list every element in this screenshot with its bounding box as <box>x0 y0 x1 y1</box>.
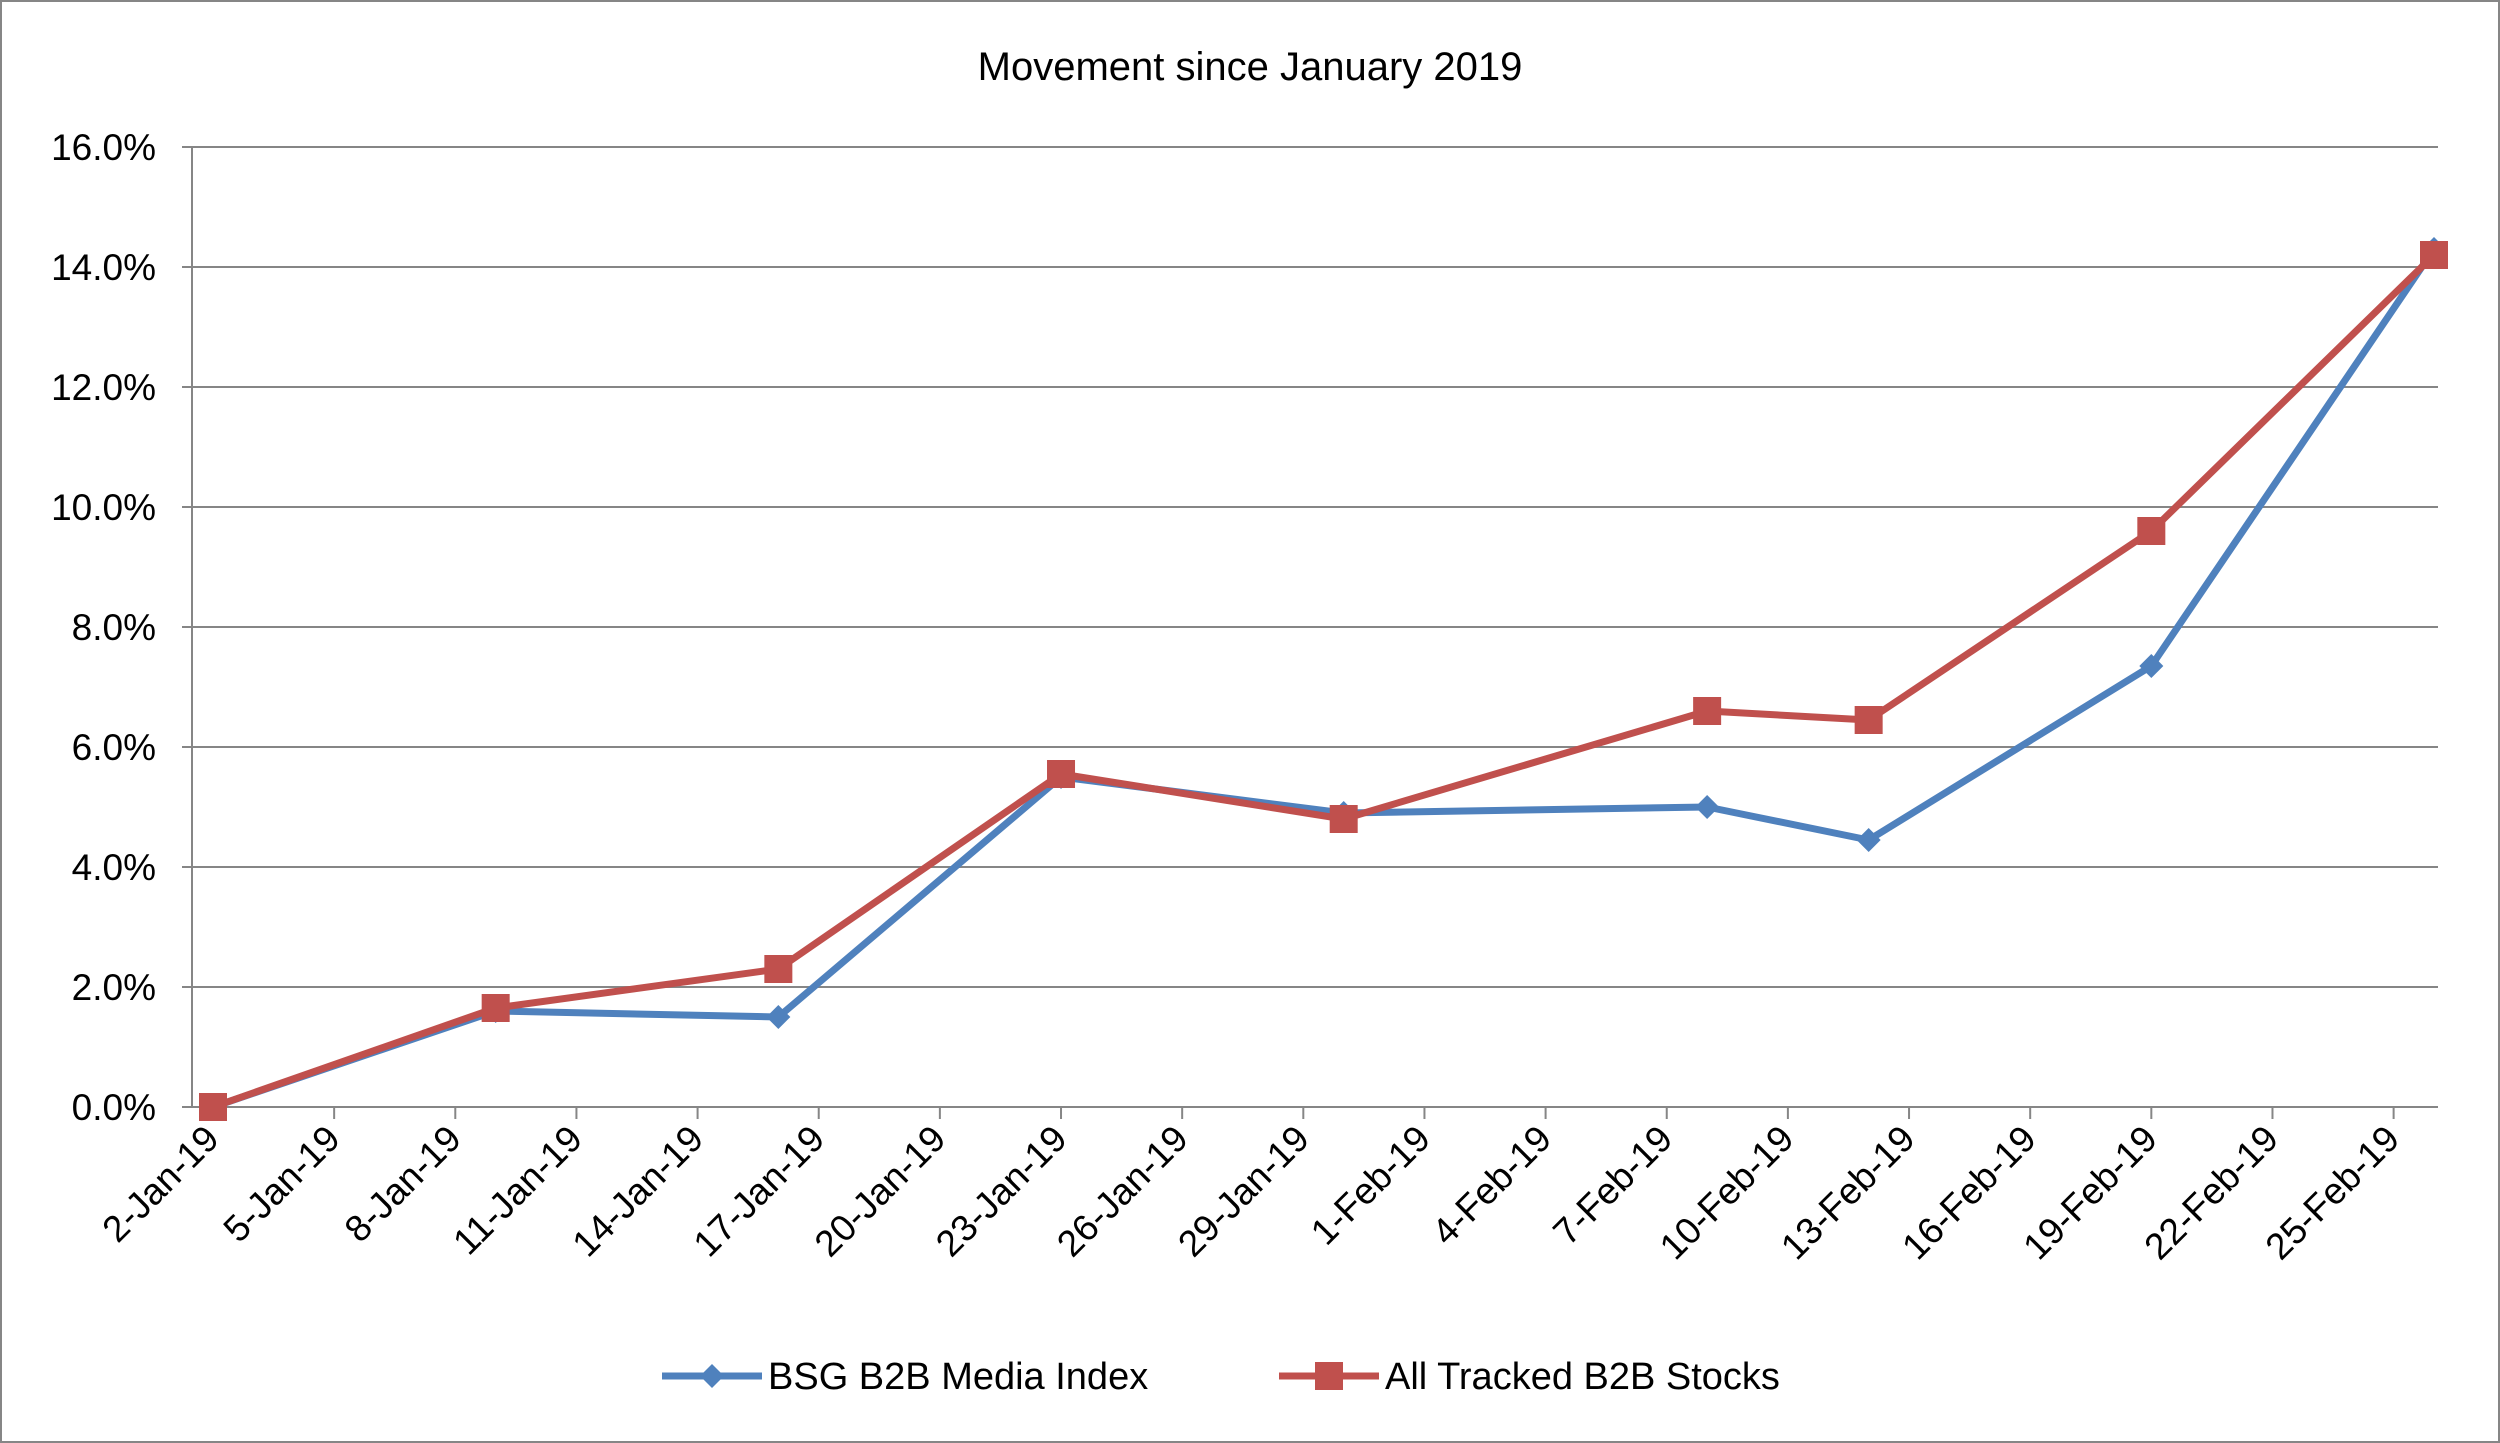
x-tick-label: 20-Jan-19 <box>807 1118 954 1265</box>
data-point-square <box>1693 697 1722 725</box>
x-tick-label: 4-Feb-19 <box>1424 1118 1559 1253</box>
y-tick-label: 4.0% <box>72 847 156 888</box>
axes <box>182 146 2438 1119</box>
data-point-square <box>481 994 510 1022</box>
legend-label: All Tracked B2B Stocks <box>1385 1356 1780 1398</box>
legend-item: All Tracked B2B Stocks <box>1279 1356 1780 1398</box>
data-point-diamond <box>766 1005 791 1029</box>
data-point-square <box>2420 241 2448 269</box>
data-point-square <box>1329 805 1358 833</box>
series <box>199 237 2448 1121</box>
data-point-diamond <box>700 1364 724 1388</box>
x-tick-label: 17-Jan-19 <box>686 1118 833 1265</box>
legend-item: BSG B2B Media Index <box>662 1356 1148 1398</box>
data-point-square <box>199 1093 227 1121</box>
data-point-square <box>2137 517 2166 545</box>
y-tick-label: 8.0% <box>72 607 156 648</box>
x-tick-label: 26-Jan-19 <box>1049 1118 1196 1265</box>
x-tick-label: 2-Jan-19 <box>94 1118 226 1250</box>
x-tick-label: 1-Feb-19 <box>1303 1118 1438 1253</box>
x-tick-label: 5-Jan-19 <box>216 1118 348 1250</box>
data-point-square <box>764 955 793 983</box>
y-tick-label: 16.0% <box>51 127 156 168</box>
series-2 <box>199 241 2448 1121</box>
data-point-diamond <box>2139 654 2164 678</box>
y-tick-label: 0.0% <box>72 1087 156 1128</box>
x-tick-label: 23-Jan-19 <box>928 1118 1075 1265</box>
y-tick-label: 6.0% <box>72 727 156 768</box>
x-tick-label: 11-Jan-19 <box>445 1118 590 1263</box>
data-point-diamond <box>1695 795 1720 819</box>
chart-title: Movement since January 2019 <box>978 45 1523 89</box>
y-axis-tick-labels: 0.0% 2.0% 4.0% 6.0% 8.0% 10.0% 12.0% 14.0% 16.0% <box>51 127 156 1128</box>
legend: BSG B2B Media Index All Tracked B2B Stock… <box>662 1356 1780 1398</box>
x-tick-label: 14-Jan-19 <box>564 1118 711 1265</box>
data-point-square <box>1854 706 1883 734</box>
data-point-square <box>1047 760 1076 788</box>
y-tick-label: 14.0% <box>51 247 156 288</box>
legend-label: BSG B2B Media Index <box>768 1356 1148 1398</box>
gridlines <box>192 146 2438 988</box>
data-point-diamond <box>1856 828 1881 852</box>
y-tick-label: 2.0% <box>72 967 156 1008</box>
y-tick-label: 10.0% <box>51 487 156 528</box>
x-tick-label: 29-Jan-19 <box>1170 1118 1317 1265</box>
data-point-square <box>1315 1362 1343 1390</box>
x-tick-label: 25-Feb-19 <box>2258 1118 2408 1268</box>
y-tick-label: 12.0% <box>51 367 156 408</box>
x-axis-tick-labels: 2-Jan-195-Jan-198-Jan-1911-Jan-1914-Jan-… <box>94 1118 2407 1268</box>
series-line <box>209 245 2438 1111</box>
series-line <box>209 251 2438 1111</box>
